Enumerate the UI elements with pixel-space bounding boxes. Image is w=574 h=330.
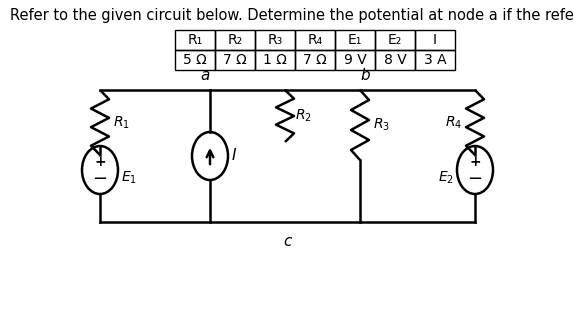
Text: $E_2$: $E_2$	[438, 170, 454, 186]
Bar	[255, 50, 295, 70]
Text: $R_3$: $R_3$	[373, 117, 390, 133]
Text: $R_1$: $R_1$	[113, 114, 130, 131]
Text: 9 V: 9 V	[344, 53, 366, 67]
Bar	[415, 50, 455, 70]
Text: +: +	[469, 155, 481, 169]
Bar	[415, 30, 455, 50]
Text: R₄: R₄	[307, 33, 323, 47]
Text: 1 Ω: 1 Ω	[263, 53, 287, 67]
Text: 3 A: 3 A	[424, 53, 447, 67]
Bar	[335, 50, 375, 70]
Text: E₂: E₂	[388, 33, 402, 47]
Text: +: +	[94, 155, 106, 169]
Bar	[375, 50, 415, 70]
Text: 8 V: 8 V	[383, 53, 406, 67]
Bar	[295, 30, 335, 50]
Text: R₁: R₁	[187, 33, 203, 47]
Bar	[175, 30, 215, 50]
Text: R₂: R₂	[227, 33, 243, 47]
Bar	[295, 50, 335, 70]
Bar	[215, 30, 255, 50]
Text: −: −	[92, 170, 107, 188]
Bar	[215, 50, 255, 70]
Text: $E_1$: $E_1$	[121, 170, 137, 186]
Text: Refer to the given circuit below. Determine the potential at node a if the refer: Refer to the given circuit below. Determ…	[10, 8, 574, 23]
Text: 7 Ω: 7 Ω	[303, 53, 327, 67]
Text: b: b	[360, 68, 370, 83]
Text: −: −	[467, 170, 483, 188]
Text: c: c	[284, 234, 292, 249]
Bar	[335, 30, 375, 50]
Text: $R_4$: $R_4$	[445, 114, 462, 131]
Text: R₃: R₃	[267, 33, 282, 47]
Text: $R_2$: $R_2$	[295, 108, 312, 124]
Text: I: I	[433, 33, 437, 47]
Text: 5 Ω: 5 Ω	[183, 53, 207, 67]
Bar	[255, 30, 295, 50]
Text: I: I	[232, 148, 236, 163]
Text: 7 Ω: 7 Ω	[223, 53, 247, 67]
Bar	[175, 50, 215, 70]
Bar	[375, 30, 415, 50]
Text: E₁: E₁	[348, 33, 362, 47]
Text: a: a	[200, 68, 210, 83]
